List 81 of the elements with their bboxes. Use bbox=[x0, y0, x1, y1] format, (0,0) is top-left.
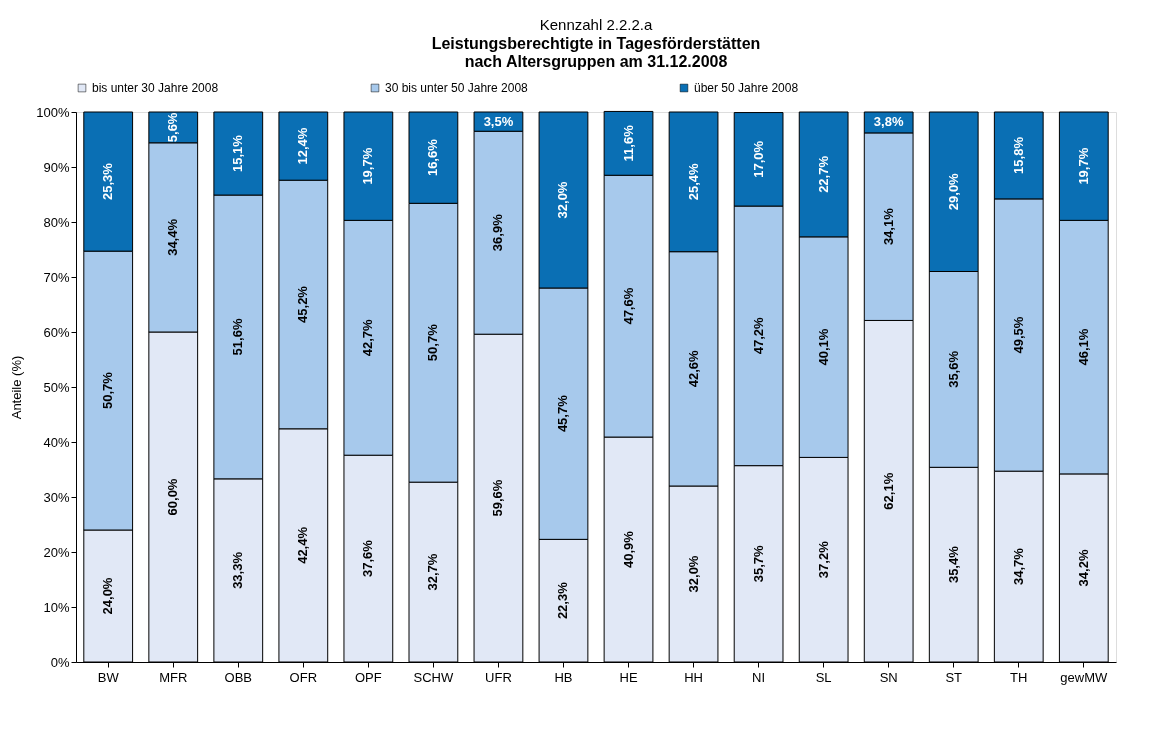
data-label: 32,0% bbox=[555, 181, 571, 219]
data-label: 15,8% bbox=[1010, 136, 1026, 174]
data-label: 32,0% bbox=[685, 555, 701, 593]
data-label: 50,7% bbox=[425, 323, 441, 362]
data-label: 3,8% bbox=[873, 114, 904, 130]
x-tick-label: OFR bbox=[289, 669, 318, 685]
x-tick-label: OPF bbox=[354, 669, 382, 685]
data-label: 34,4% bbox=[165, 218, 181, 256]
data-label: 19,7% bbox=[1075, 147, 1091, 185]
data-label: 62,1% bbox=[880, 472, 896, 510]
data-label: 36,9% bbox=[490, 213, 506, 252]
data-label: 45,7% bbox=[555, 394, 571, 433]
legend-label: 30 bis unter 50 Jahre 2008 bbox=[385, 81, 529, 95]
data-label: 16,6% bbox=[425, 138, 441, 177]
data-label: 42,7% bbox=[360, 318, 376, 357]
y-tick-label: 30% bbox=[43, 489, 70, 505]
data-label: 40,1% bbox=[815, 328, 831, 366]
y-tick-label: 80% bbox=[43, 214, 70, 230]
data-label: 59,6% bbox=[490, 479, 506, 517]
data-label: 47,2% bbox=[750, 316, 766, 355]
data-label: 29,0% bbox=[945, 172, 961, 211]
y-tick-label: 10% bbox=[43, 599, 70, 615]
data-label: 34,2% bbox=[1075, 549, 1091, 587]
y-axis-title: Anteile (%) bbox=[9, 355, 25, 420]
data-label: 51,6% bbox=[230, 318, 246, 356]
data-label: 40,9% bbox=[620, 530, 636, 568]
x-tick-label: gewMW bbox=[1060, 669, 1109, 685]
chart-subtitle: Kennzahl 2.2.2.a bbox=[539, 16, 653, 33]
x-tick-label: OBB bbox=[224, 669, 253, 685]
y-tick-label: 100% bbox=[36, 104, 70, 120]
data-label: 25,3% bbox=[100, 162, 116, 201]
y-tick-label: 70% bbox=[43, 269, 70, 285]
x-tick-label: HH bbox=[684, 669, 703, 685]
data-label: 50,7% bbox=[100, 371, 116, 410]
x-tick-label: BW bbox=[97, 669, 120, 685]
data-label: 15,1% bbox=[230, 134, 246, 172]
chart-title: Leistungsberechtigte in Tagesförderstätten nach Altersgruppen am 31.12.2008 bbox=[431, 35, 761, 70]
data-label: 37,6% bbox=[360, 539, 376, 578]
data-label: 35,7% bbox=[750, 544, 766, 583]
data-label: 19,7% bbox=[360, 147, 376, 185]
data-label: 25,4% bbox=[685, 162, 701, 201]
data-label: 46,1% bbox=[1075, 328, 1091, 366]
y-tick-label: 0% bbox=[50, 654, 70, 670]
data-label: 60,0% bbox=[165, 478, 181, 516]
data-label: 24,0% bbox=[100, 577, 116, 615]
data-label: 42,4% bbox=[295, 526, 311, 564]
x-tick-label: NI bbox=[752, 669, 766, 685]
legend-label: über 50 Jahre 2008 bbox=[694, 81, 799, 95]
data-label: 42,6% bbox=[685, 349, 701, 388]
data-label: 12,4% bbox=[295, 127, 311, 165]
y-tick-label: 50% bbox=[43, 379, 70, 395]
y-tick-label: 60% bbox=[43, 324, 70, 340]
data-label: 49,5% bbox=[1010, 316, 1026, 354]
legend-label: bis unter 30 Jahre 2008 bbox=[92, 81, 219, 95]
x-tick-label: HB bbox=[554, 669, 573, 685]
x-tick-label: MFR bbox=[159, 669, 188, 685]
x-tick-label: UFR bbox=[485, 669, 512, 685]
x-tick-label: HE bbox=[619, 669, 638, 685]
data-label: 22,3% bbox=[555, 581, 571, 620]
data-label: 5,6% bbox=[165, 112, 181, 143]
data-label: 47,6% bbox=[620, 287, 636, 325]
data-label: 45,2% bbox=[295, 285, 311, 323]
data-label: 17,0% bbox=[750, 140, 766, 178]
x-tick-label: SN bbox=[879, 669, 898, 685]
data-label: 3,5% bbox=[483, 113, 514, 129]
data-label: 33,3% bbox=[230, 551, 246, 589]
data-label: 35,4% bbox=[945, 545, 961, 584]
y-tick-label: 40% bbox=[43, 434, 70, 450]
data-label: 37,2% bbox=[815, 540, 831, 579]
data-label: 11,6% bbox=[620, 124, 636, 162]
data-label: 35,6% bbox=[945, 350, 961, 388]
y-tick-label: 20% bbox=[43, 544, 70, 560]
x-tick-label: ST bbox=[945, 669, 963, 685]
x-tick-label: TH bbox=[1010, 669, 1028, 685]
data-label: 32,7% bbox=[425, 553, 441, 591]
data-label: 34,1% bbox=[880, 207, 896, 246]
data-label: 22,7% bbox=[815, 155, 831, 193]
x-tick-label: SL bbox=[815, 669, 832, 685]
x-tick-label: SCHW bbox=[413, 669, 454, 685]
data-label: 34,7% bbox=[1010, 547, 1026, 586]
y-tick-label: 90% bbox=[43, 159, 70, 175]
